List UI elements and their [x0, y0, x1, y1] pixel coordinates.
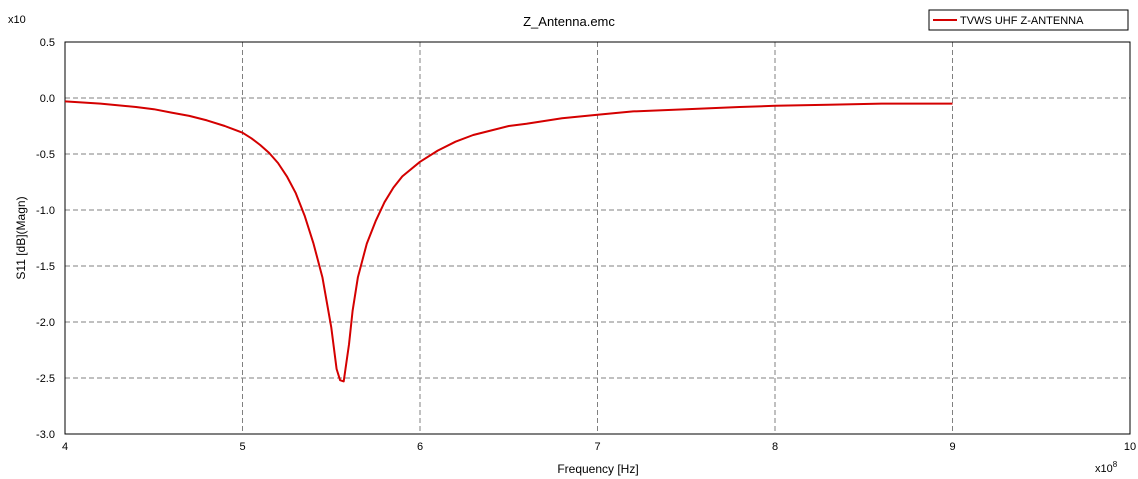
y-axis-label: S11 [dB](Magn) — [14, 196, 28, 279]
legend-box — [928, 9, 1129, 31]
x-multiplier-exponent: 8 — [1113, 460, 1118, 469]
x-multiplier-label: x108 — [1095, 460, 1118, 475]
y-tick-label: -1.5 — [36, 261, 55, 273]
legend: TVWS UHF Z-ANTENNA — [928, 9, 1129, 31]
y-tick-label: -1.0 — [36, 205, 55, 217]
x-axis-label: Frequency [Hz] — [557, 462, 638, 476]
tick-labels: 4 5 6 7 8 9 10 0.5 0.0 -0.5 -1.0 -1.5 -2.0 -2.5 -3.0 — [36, 37, 1136, 453]
x-tick-label: 4 — [62, 441, 68, 453]
y-tick-label: -3.0 — [36, 429, 55, 441]
x-tick-label: 5 — [239, 441, 245, 453]
chart-title: Z_Antenna.emc — [523, 14, 615, 29]
y-tick-label: -0.5 — [36, 149, 55, 161]
y-tick-label: 0.5 — [40, 37, 55, 49]
grid — [65, 42, 1130, 434]
series-line — [64, 100, 953, 383]
x-tick-label: 6 — [417, 441, 423, 453]
plot-frame — [64, 41, 1131, 435]
y-tick-label: -2.5 — [36, 373, 55, 385]
x-tick-label: 8 — [772, 441, 778, 453]
y-tick-label: -2.0 — [36, 317, 55, 329]
y-multiplier-label: x10 — [8, 14, 26, 26]
legend-label: TVWS UHF Z-ANTENNA — [960, 15, 1084, 27]
series-layer — [64, 100, 953, 383]
x-tick-label: 9 — [949, 441, 955, 453]
x-tick-label: 7 — [594, 441, 600, 453]
y-tick-label: 0.0 — [40, 93, 55, 105]
x-tick-label: 10 — [1124, 441, 1136, 453]
